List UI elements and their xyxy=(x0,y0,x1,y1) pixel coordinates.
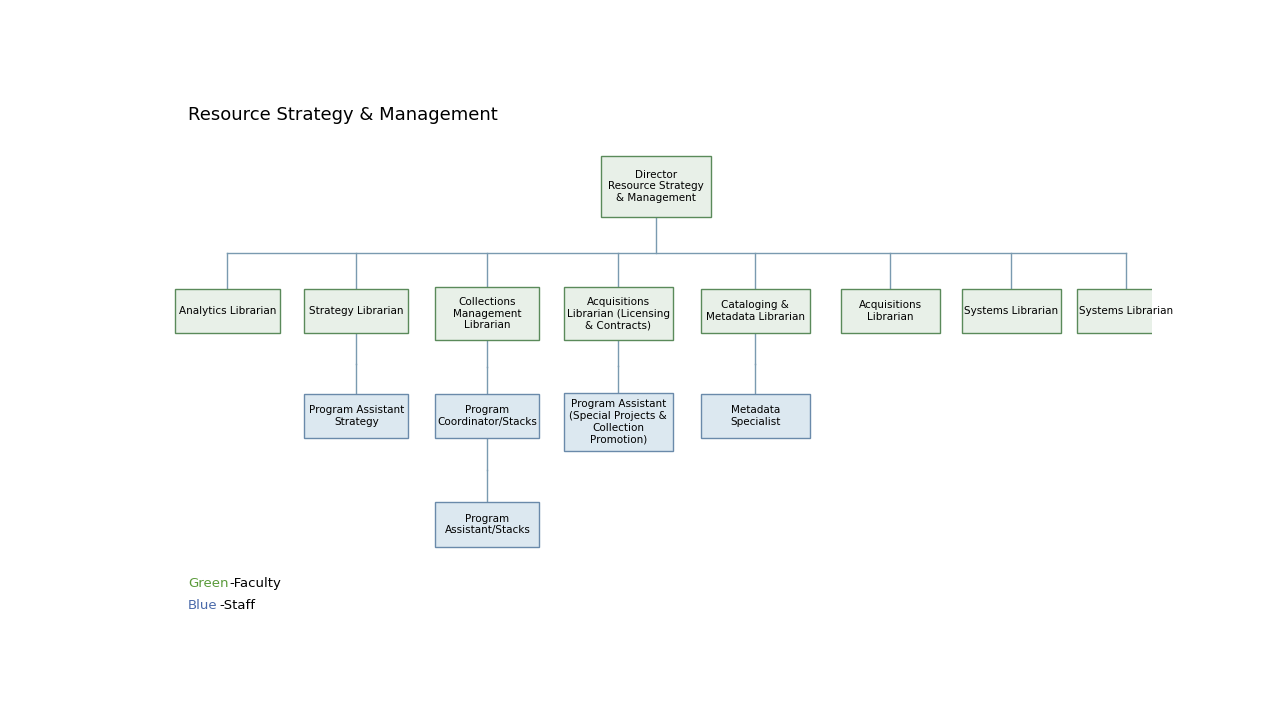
Text: Program Assistant
(Special Projects &
Collection
Promotion): Program Assistant (Special Projects & Co… xyxy=(570,400,667,444)
Text: Resource Strategy & Management: Resource Strategy & Management xyxy=(188,106,498,124)
FancyBboxPatch shape xyxy=(563,287,673,340)
Text: Program
Assistant/Stacks: Program Assistant/Stacks xyxy=(444,513,530,535)
FancyBboxPatch shape xyxy=(841,289,940,333)
FancyBboxPatch shape xyxy=(435,394,539,438)
Text: Metadata
Specialist: Metadata Specialist xyxy=(730,405,781,427)
FancyBboxPatch shape xyxy=(961,289,1061,333)
Text: Collections
Management
Librarian: Collections Management Librarian xyxy=(453,297,522,330)
FancyBboxPatch shape xyxy=(305,289,408,333)
FancyBboxPatch shape xyxy=(700,289,810,333)
Text: Green: Green xyxy=(188,577,228,590)
FancyBboxPatch shape xyxy=(435,287,539,340)
Text: -Staff: -Staff xyxy=(220,599,256,612)
Text: Acquisitions
Librarian: Acquisitions Librarian xyxy=(859,300,922,322)
FancyBboxPatch shape xyxy=(435,503,539,546)
Text: -Faculty: -Faculty xyxy=(229,577,282,590)
Text: Cataloging &
Metadata Librarian: Cataloging & Metadata Librarian xyxy=(705,300,805,322)
FancyBboxPatch shape xyxy=(602,156,710,217)
Text: Strategy Librarian: Strategy Librarian xyxy=(310,306,403,316)
FancyBboxPatch shape xyxy=(1076,289,1176,333)
Text: Analytics Librarian: Analytics Librarian xyxy=(179,306,276,316)
Text: Director
Resource Strategy
& Management: Director Resource Strategy & Management xyxy=(608,170,704,203)
Text: Systems Librarian: Systems Librarian xyxy=(1079,306,1174,316)
FancyBboxPatch shape xyxy=(563,392,673,451)
Text: Systems Librarian: Systems Librarian xyxy=(964,306,1059,316)
Text: Program
Coordinator/Stacks: Program Coordinator/Stacks xyxy=(438,405,538,427)
FancyBboxPatch shape xyxy=(175,289,279,333)
Text: Program Assistant
Strategy: Program Assistant Strategy xyxy=(308,405,404,427)
Text: Blue: Blue xyxy=(188,599,218,612)
Text: Acquisitions
Librarian (Licensing
& Contracts): Acquisitions Librarian (Licensing & Cont… xyxy=(567,297,669,330)
FancyBboxPatch shape xyxy=(305,394,408,438)
FancyBboxPatch shape xyxy=(700,394,810,438)
